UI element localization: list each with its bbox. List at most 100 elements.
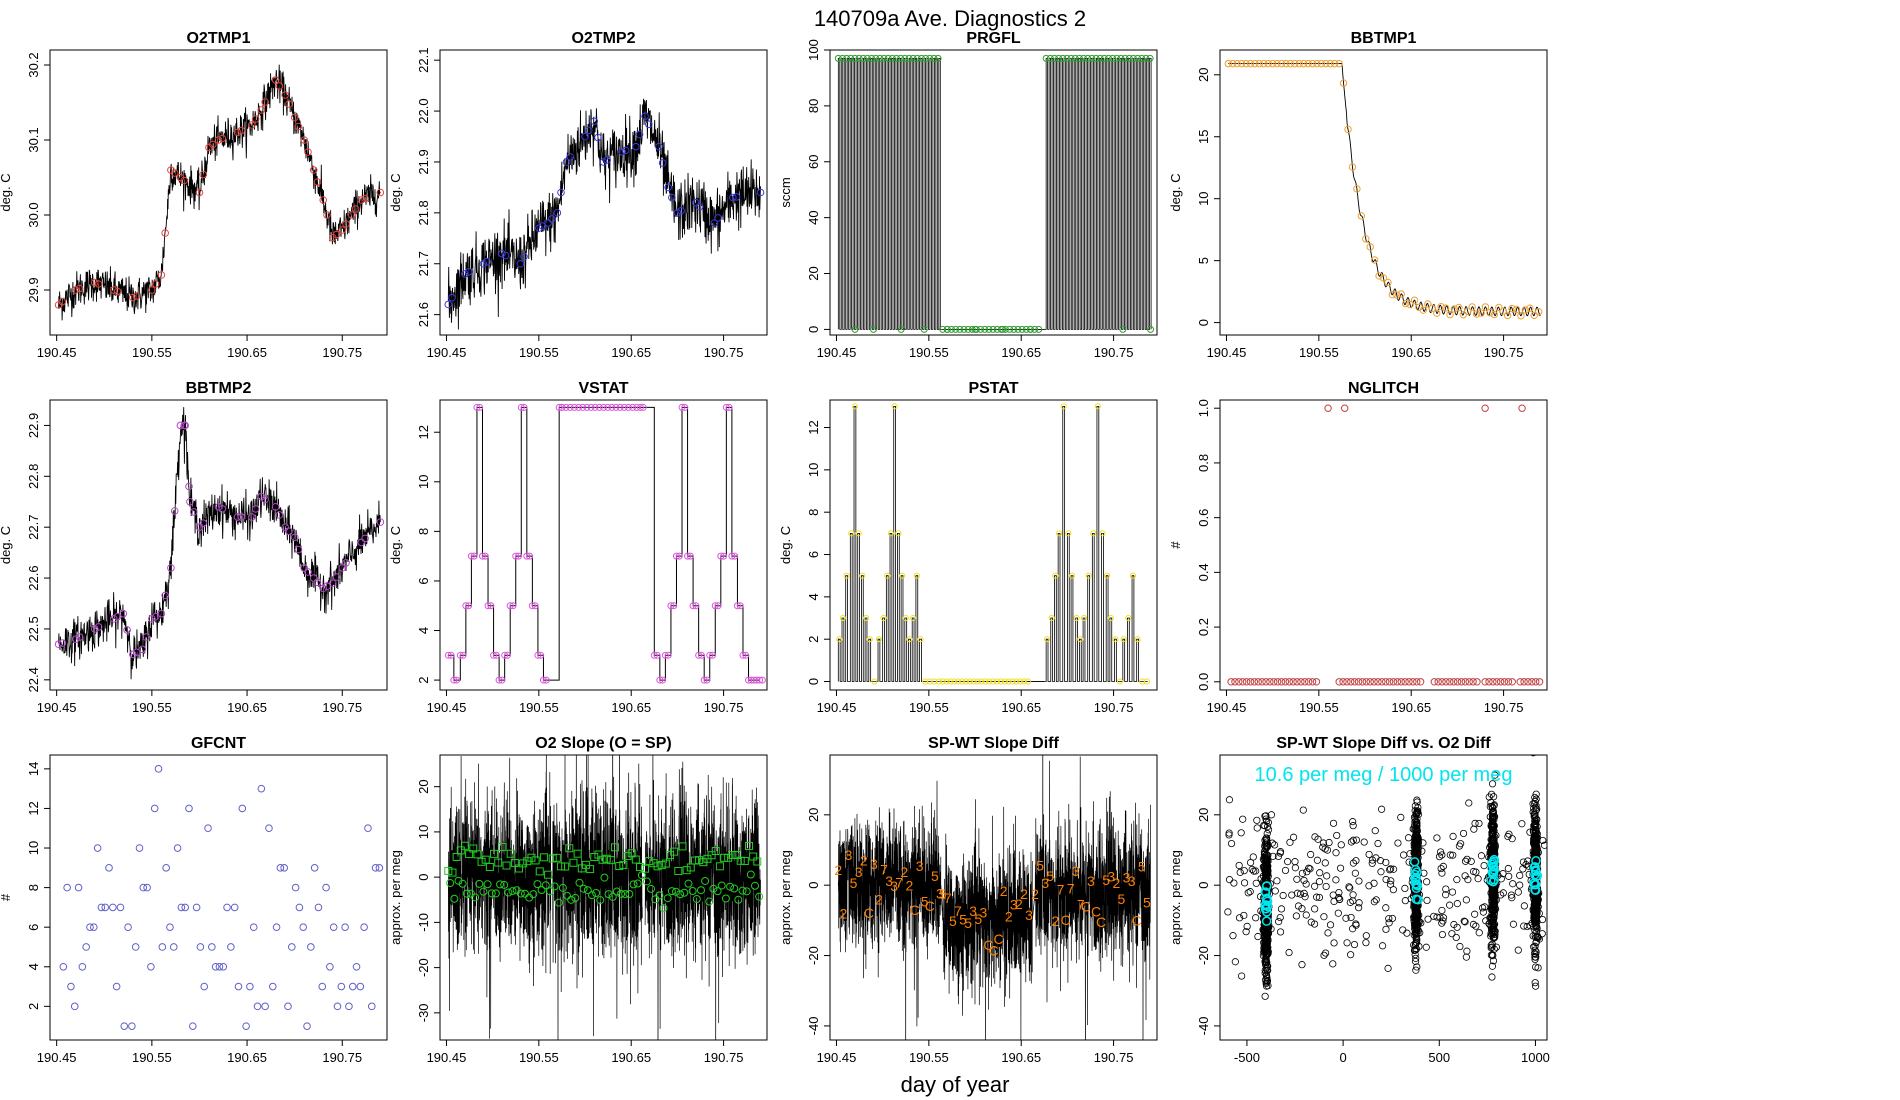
data-point: [611, 843, 620, 852]
data-point: [721, 894, 730, 903]
data-label: C: [909, 902, 919, 918]
data-point: [531, 856, 540, 865]
panel-title: PSTAT: [968, 380, 1018, 397]
data-point: [1129, 54, 1137, 62]
data-point: [1530, 912, 1538, 920]
y-tick-label: 22.0: [416, 98, 431, 123]
data-point: [1300, 876, 1308, 885]
data-point: [1246, 888, 1254, 896]
data-point: [1233, 59, 1241, 68]
data-point: [123, 626, 131, 634]
data-point: [705, 897, 714, 906]
data-point: [444, 866, 453, 875]
data-point: [567, 895, 576, 904]
data-point: [1100, 54, 1108, 62]
data-point: [1514, 888, 1522, 896]
x-tick-label: 190.65: [227, 1050, 267, 1065]
x-tick-label: 190.75: [1094, 1050, 1134, 1065]
data-point: [1489, 803, 1497, 811]
data-point: [1473, 678, 1481, 686]
data-point: [1533, 823, 1541, 831]
data-point: [1504, 678, 1513, 686]
figure-title: 140709a Ave. Diagnostics 2: [814, 6, 1086, 31]
data-point: [94, 280, 103, 288]
data-point: [1035, 325, 1043, 333]
data-point: [985, 325, 993, 333]
data-point: [1273, 59, 1281, 68]
data-point: [981, 325, 989, 333]
data-point: [1320, 913, 1328, 921]
y-tick-label: 12: [416, 425, 431, 439]
data-point: [627, 849, 636, 858]
data-point: [1531, 855, 1541, 866]
data-point: [1071, 54, 1079, 62]
data-point: [1413, 821, 1421, 830]
data-point: [839, 614, 847, 622]
data-point: [1349, 836, 1357, 844]
data-point: [1224, 908, 1232, 916]
data-point: [1462, 896, 1470, 904]
y-tick-label: 0: [1196, 882, 1211, 889]
data-point: [579, 884, 588, 893]
data-point: [1281, 678, 1290, 686]
data-point: [1438, 919, 1446, 927]
data-point: [1378, 678, 1386, 686]
y-tick-label: 15: [1196, 130, 1211, 144]
data-label: 3: [979, 905, 987, 921]
data-point: [1335, 678, 1343, 686]
data-point: [1125, 614, 1132, 622]
y-tick-label: 0: [806, 326, 821, 333]
data-point: [1531, 871, 1542, 882]
data-point: [1316, 869, 1324, 877]
data-point: [323, 211, 331, 219]
data-label: 3: [1087, 873, 1095, 889]
data-point: [565, 844, 574, 853]
data-point: [456, 651, 464, 659]
data-point: [1531, 953, 1539, 961]
data-point: [736, 602, 744, 610]
panel-prgfl: PRGFL sccm 190.45 190.55 190.65 190.75 0 20 40 60…: [778, 30, 1158, 360]
y-tick-label: 22.8: [26, 464, 41, 489]
data-point: [1523, 922, 1531, 931]
data-point: [1449, 832, 1457, 840]
plot-frame: [1219, 399, 1548, 691]
data-point: [1254, 678, 1262, 686]
y-tick-label: 8: [26, 884, 41, 891]
data-point: [196, 943, 205, 951]
data-point: [1411, 950, 1419, 959]
data-point: [1117, 54, 1125, 62]
data-point: [1251, 59, 1259, 68]
data-point: [124, 923, 132, 931]
data-point: [1326, 59, 1334, 68]
data-point: [253, 1002, 262, 1011]
data-point: [341, 923, 349, 931]
data-point: [1293, 875, 1301, 883]
data-point: [562, 158, 571, 166]
y-tick-label: 30.0: [26, 202, 41, 227]
y-tick-label: 4: [806, 593, 821, 600]
data-point: [749, 852, 758, 861]
data-point: [473, 403, 481, 411]
data-point: [1389, 886, 1398, 894]
data-point: [947, 678, 954, 685]
data-point: [1253, 824, 1261, 832]
data-point: [1399, 926, 1407, 934]
data-point: [1267, 925, 1275, 933]
panel-title: O2 Slope (O = SP): [535, 735, 671, 752]
data-point: [1508, 678, 1516, 686]
data-point: [590, 853, 599, 862]
data-point: [261, 98, 269, 106]
y-axis-label: approx. per meg: [388, 850, 403, 945]
data-point: [291, 883, 300, 892]
data-point: [169, 943, 178, 951]
data-point: [893, 54, 901, 62]
data-point: [1477, 309, 1485, 317]
data-label: 2: [1015, 896, 1023, 912]
data-point: [1508, 894, 1516, 902]
data-point: [1291, 864, 1299, 872]
data-point: [594, 133, 602, 142]
data-point: [1362, 678, 1371, 686]
panel-o2tmp1: O2TMP1 deg. C 190.45 190.55 190.65 190.75 29.9…: [0, 30, 388, 360]
data-point: [753, 857, 762, 866]
data-point: [905, 54, 913, 62]
